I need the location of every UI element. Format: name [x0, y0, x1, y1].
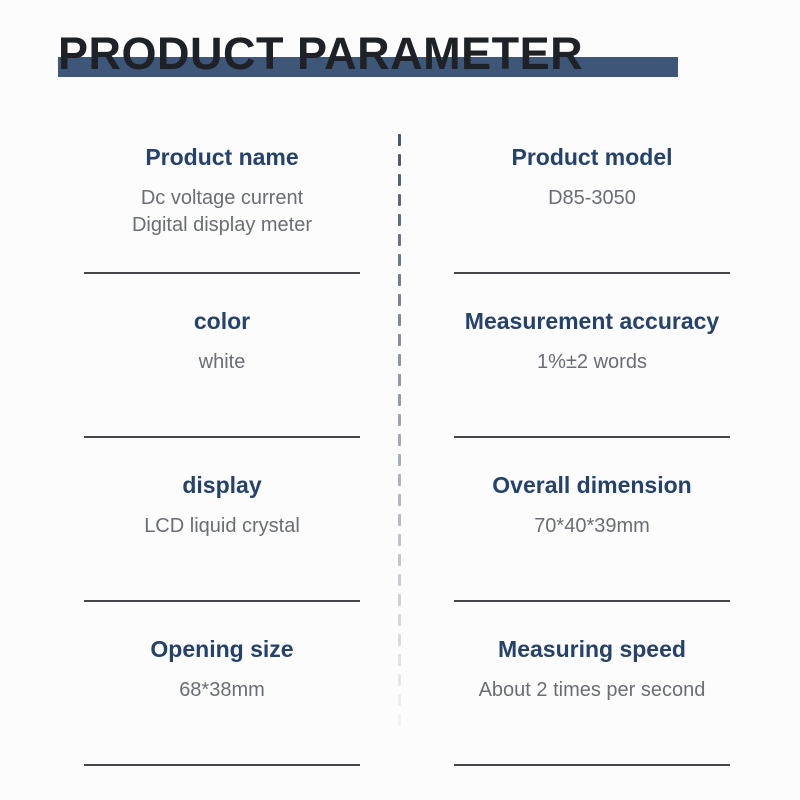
cell-measurement-accuracy: Measurement accuracy 1%±2 words	[454, 274, 730, 438]
cell-product-model: Product model D85-3050	[454, 110, 730, 274]
cell-color: color white	[84, 274, 360, 438]
param-label: display	[84, 472, 360, 499]
cell-opening-size: Opening size 68*38mm	[84, 602, 360, 766]
column-left: Product name Dc voltage current Digital …	[0, 110, 400, 766]
column-right: Product model D85-3050 Measurement accur…	[400, 110, 800, 766]
param-label: Measurement accuracy	[454, 308, 730, 335]
param-value: About 2 times per second	[454, 677, 730, 704]
param-label: Measuring speed	[454, 636, 730, 663]
param-value: Dc voltage current Digital display meter	[84, 185, 360, 239]
rule	[84, 764, 360, 766]
param-value: LCD liquid crystal	[84, 513, 360, 540]
param-value: D85-3050	[454, 185, 730, 212]
product-parameter-sheet: PRODUCT PARAMETER Product name Dc voltag…	[0, 0, 800, 800]
param-value: 70*40*39mm	[454, 513, 730, 540]
cell-product-name: Product name Dc voltage current Digital …	[84, 110, 360, 274]
cell-overall-dimension: Overall dimension 70*40*39mm	[454, 438, 730, 602]
param-label: Product model	[454, 144, 730, 171]
param-value: 1%±2 words	[454, 349, 730, 376]
cell-display: display LCD liquid crystal	[84, 438, 360, 602]
cell-measuring-speed: Measuring speed About 2 times per second	[454, 602, 730, 766]
parameter-grid: Product name Dc voltage current Digital …	[0, 110, 800, 766]
param-label: color	[84, 308, 360, 335]
param-value: 68*38mm	[84, 677, 360, 704]
param-label: Product name	[84, 144, 360, 171]
rule	[454, 764, 730, 766]
page-title: PRODUCT PARAMETER	[58, 28, 678, 80]
title-block: PRODUCT PARAMETER	[58, 28, 678, 80]
param-label: Overall dimension	[454, 472, 730, 499]
param-label: Opening size	[84, 636, 360, 663]
param-value: white	[84, 349, 360, 376]
